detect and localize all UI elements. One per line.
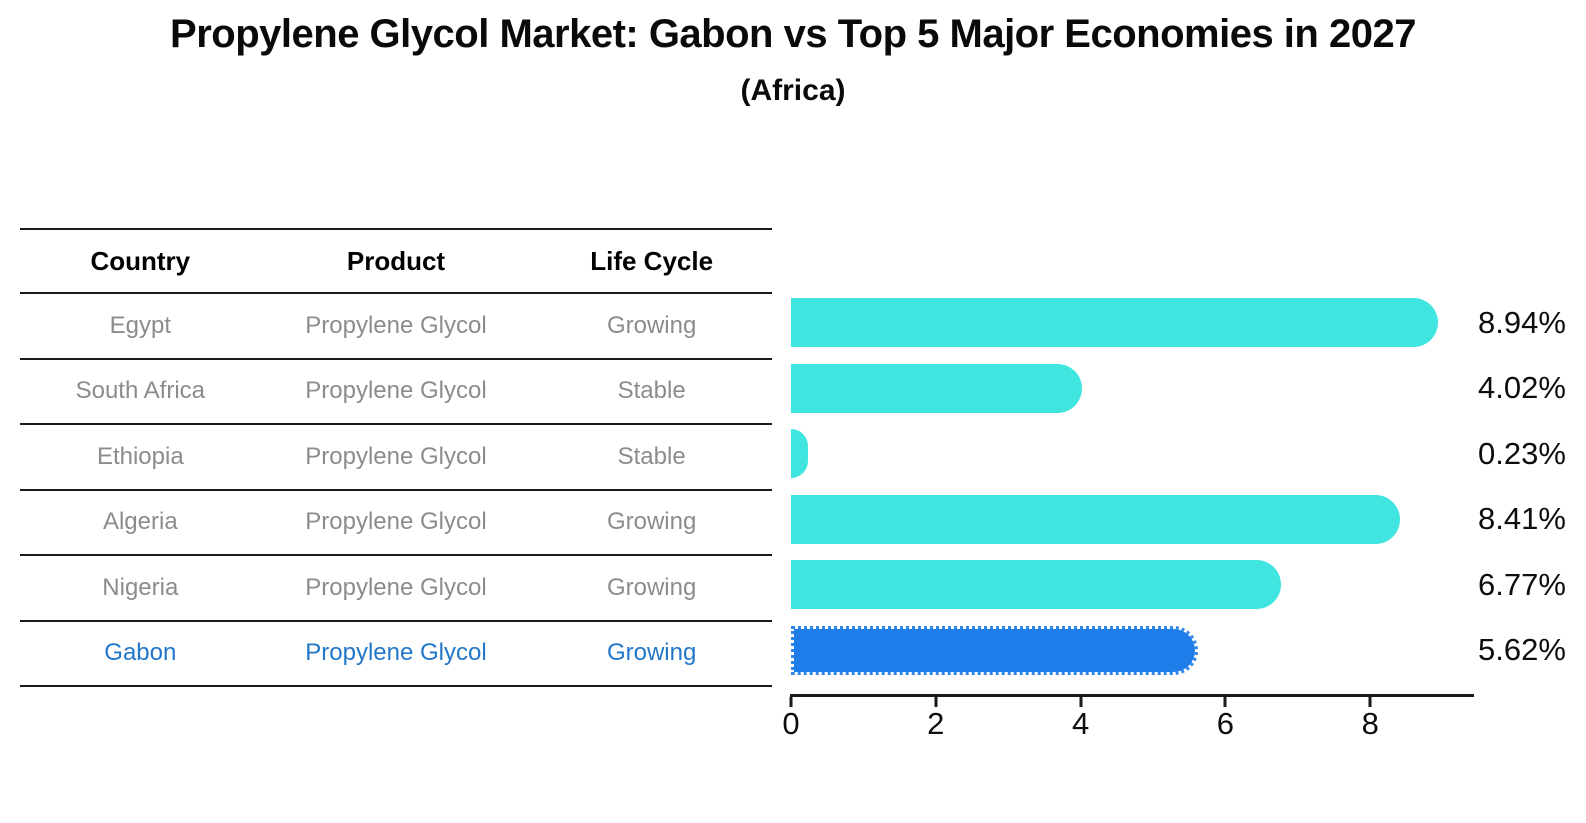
table-cell-lifecycle: Growing <box>606 311 697 339</box>
x-axis-tick-label: 2 <box>927 706 945 741</box>
table-cell-product: Propylene Glycol <box>305 311 487 339</box>
x-axis-tick-label: 6 <box>1216 706 1235 741</box>
column-header-product: Product <box>346 245 446 276</box>
x-axis-tick <box>1368 697 1372 707</box>
table-cell-country: Nigeria <box>102 573 179 601</box>
bar-value-label: 8.94% <box>1478 304 1566 340</box>
bar-plot-area <box>791 291 1474 697</box>
x-axis-tick <box>1223 697 1227 707</box>
column-header-lifecycle: Life Cycle <box>590 245 714 276</box>
table-row: Ethiopia Propylene Glycol Stable <box>20 425 772 491</box>
chart-subtitle: (Africa) <box>740 74 846 107</box>
x-axis-tick-label: 4 <box>1071 706 1090 741</box>
bar-egypt <box>791 298 1439 347</box>
table-header-row: Country Product Life Cycle <box>20 230 772 294</box>
table-cell-product: Propylene Glycol <box>305 639 487 667</box>
chart-title: Propylene Glycol Market: Gabon vs Top 5 … <box>170 12 1416 56</box>
bar-algeria <box>791 494 1400 544</box>
x-axis-tick <box>934 697 938 707</box>
column-header-country: Country <box>90 245 191 276</box>
x-axis-tick-label: 8 <box>1361 706 1379 741</box>
table-row: Nigeria Propylene Glycol Growing <box>20 556 772 622</box>
bar-value-label: 6.77% <box>1478 566 1566 602</box>
table-cell-country: Gabon <box>104 639 177 667</box>
table-row: Gabon Propylene Glycol Growing <box>20 622 772 687</box>
x-axis-line <box>790 694 1474 697</box>
table-cell-product: Propylene Glycol <box>305 377 487 405</box>
table-cell-product: Propylene Glycol <box>305 508 487 536</box>
x-axis-tick-label: 0 <box>782 706 800 741</box>
bar-south-africa <box>791 363 1083 413</box>
table-cell-country: Ethiopia <box>96 442 184 470</box>
table-row: South Africa Propylene Glycol Stable <box>20 360 772 425</box>
bar-value-label: 5.62% <box>1478 632 1566 667</box>
table-cell-lifecycle: Growing <box>606 508 697 536</box>
bar-nigeria <box>791 560 1282 609</box>
table-cell-country: South Africa <box>75 377 206 405</box>
bar-gabon <box>791 625 1198 675</box>
table-cell-product: Propylene Glycol <box>305 573 487 601</box>
bar-ethiopia <box>791 429 808 478</box>
country-table: Country Product Life Cycle Egypt Propyle… <box>20 228 772 687</box>
table-cell-product: Propylene Glycol <box>305 442 487 470</box>
table-row: Egypt Propylene Glycol Growing <box>20 294 772 360</box>
bar-value-label: 0.23% <box>1478 435 1566 471</box>
x-axis-tick <box>1079 697 1083 707</box>
table-cell-country: Egypt <box>109 311 171 339</box>
table-cell-lifecycle: Stable <box>617 442 686 470</box>
table-row: Algeria Propylene Glycol Growing <box>20 491 772 556</box>
table-cell-country: Algeria <box>102 508 178 536</box>
table-cell-lifecycle: Growing <box>606 639 697 667</box>
x-axis-tick <box>789 697 793 707</box>
bar-value-label: 4.02% <box>1478 370 1566 405</box>
bar-value-label: 8.41% <box>1478 501 1566 536</box>
table-body: Egypt Propylene Glycol Growing South Afr… <box>20 294 772 687</box>
table-cell-lifecycle: Stable <box>617 377 686 405</box>
table-cell-lifecycle: Growing <box>606 573 697 601</box>
